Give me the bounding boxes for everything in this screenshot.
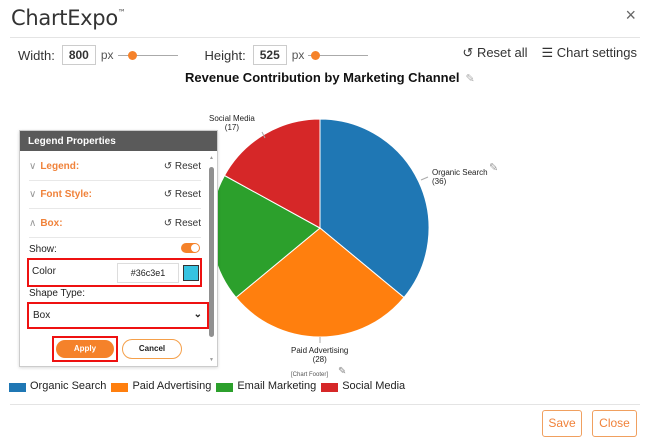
reset-icon: ↺: [163, 161, 173, 172]
chevron-down-icon: ∨: [29, 189, 37, 200]
chevron-up-icon: ∧: [29, 218, 37, 229]
close-icon[interactable]: ×: [625, 5, 636, 25]
slice-organic-search[interactable]: [319, 118, 430, 299]
color-hex-input[interactable]: #36c3e1: [117, 263, 179, 283]
reset-icon: ↺: [163, 189, 173, 200]
chart-footer[interactable]: [Chart Footer]: [291, 372, 329, 378]
legend-item[interactable]: Social Media: [321, 380, 405, 392]
save-button[interactable]: Save: [542, 410, 582, 437]
label-organic-search: Organic Search (36): [432, 168, 488, 186]
height-input[interactable]: 525: [252, 45, 287, 65]
divider: [10, 37, 640, 38]
chart-title[interactable]: Revenue Contribution by Marketing Channe…: [185, 70, 475, 85]
width-label: Width:: [18, 47, 55, 63]
panel-title: Legend Properties: [20, 131, 217, 151]
pencil-icon[interactable]: ✎: [489, 162, 499, 174]
reset-button[interactable]: ↺ Reset: [163, 161, 201, 172]
reset-button[interactable]: ↺ Reset: [163, 189, 201, 200]
panel-scrollbar[interactable]: ▲ ▼: [209, 155, 214, 363]
chart-settings-button[interactable]: ☰ Chart settings: [541, 45, 637, 60]
cancel-button[interactable]: Cancel: [122, 339, 182, 359]
legend-item[interactable]: Email Marketing: [216, 380, 316, 392]
pencil-icon[interactable]: ✎: [465, 73, 475, 85]
legend-swatch: [111, 382, 129, 392]
height-slider[interactable]: [308, 49, 369, 61]
reset-icon: ↺: [462, 45, 474, 60]
shape-type-select[interactable]: Box ⌄: [27, 302, 209, 329]
width-input[interactable]: 800: [61, 45, 96, 65]
color-label: Color: [32, 266, 56, 277]
section-legend[interactable]: ∨ Legend: ↺ Reset: [29, 153, 201, 181]
show-toggle[interactable]: [181, 243, 200, 253]
legend-item[interactable]: Organic Search: [9, 380, 106, 392]
reset-button[interactable]: ↺ Reset: [163, 218, 201, 229]
slice-social-media[interactable]: [223, 118, 321, 229]
divider: [10, 404, 640, 405]
section-box[interactable]: ∧ Box: ↺ Reset: [29, 210, 201, 238]
close-button[interactable]: Close: [592, 410, 637, 437]
chevron-down-icon: ∨: [29, 161, 37, 172]
section-font-style[interactable]: ∨ Font Style: ↺ Reset: [29, 181, 201, 209]
label-social-media: Social Media (17): [209, 114, 255, 132]
reset-all-button[interactable]: ↺ Reset all: [462, 45, 528, 60]
height-label: Height:: [204, 47, 246, 63]
pencil-icon[interactable]: ✎: [338, 366, 347, 377]
color-field-group: Color #36c3e1: [27, 258, 202, 287]
color-swatch[interactable]: [183, 265, 199, 281]
slider-thumb[interactable]: [311, 51, 321, 60]
legend-item[interactable]: Paid Advertising: [111, 380, 211, 392]
legend-properties-panel: Legend Properties ∨ Legend: ↺ Reset ∨ Font…: [19, 130, 218, 367]
show-label: Show:: [29, 244, 57, 255]
apply-highlight: Apply: [52, 336, 118, 362]
width-unit: px: [100, 48, 114, 62]
reset-icon: ↺: [163, 218, 173, 229]
chart-legend: Organic Search Paid Advertising Email Ma…: [9, 380, 410, 392]
scrollbar-thumb[interactable]: [209, 167, 214, 337]
legend-swatch: [321, 382, 339, 392]
label-paid-advertising: Paid Advertising (28): [291, 346, 349, 364]
height-unit: px: [291, 48, 305, 62]
shape-type-label: Shape Type:: [29, 288, 85, 299]
size-toolbar: Width: 800 px Height: 525 px: [18, 44, 395, 66]
slice-paid-advertising[interactable]: [235, 227, 405, 338]
slider-thumb[interactable]: [127, 51, 137, 60]
legend-swatch: [9, 382, 26, 392]
legend-swatch: [216, 382, 234, 392]
apply-button[interactable]: Apply: [56, 340, 114, 358]
chevron-down-icon: ⌄: [193, 309, 202, 320]
app-title: ChartExpo™: [11, 6, 126, 30]
sliders-icon: ☰: [541, 45, 554, 60]
width-slider[interactable]: [117, 49, 178, 61]
